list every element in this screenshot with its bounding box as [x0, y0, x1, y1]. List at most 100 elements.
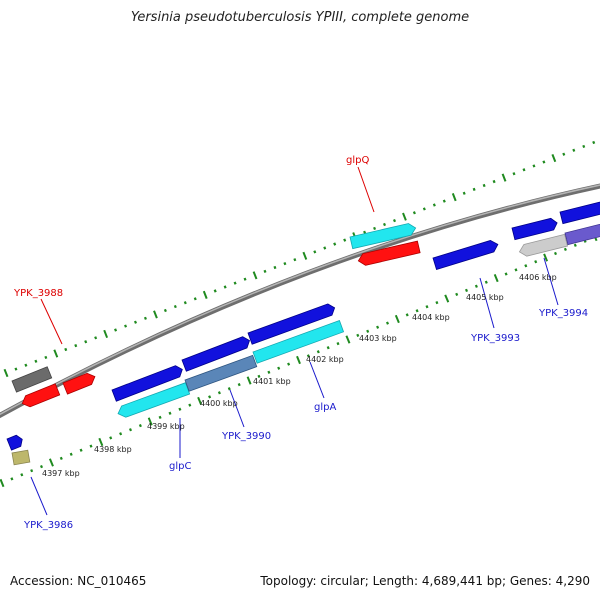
- gene-YPK_3994-grey[interactable]: [518, 233, 568, 257]
- minor-tick: [283, 261, 287, 266]
- minor-tick: [462, 191, 466, 195]
- minor-tick: [74, 344, 78, 348]
- minor-tick: [514, 268, 518, 272]
- minor-tick: [524, 264, 528, 268]
- minor-tick: [277, 366, 281, 370]
- gene-YPK_3988-reverse[interactable]: [20, 383, 61, 409]
- gene-glpA[interactable]: [252, 320, 345, 364]
- minor-tick: [415, 309, 419, 313]
- gene-YPK_3988[interactable]: [62, 371, 97, 395]
- minor-tick: [34, 359, 38, 363]
- kbp-label: 4402 kbp: [306, 355, 344, 364]
- minor-tick: [474, 284, 478, 288]
- minor-tick: [343, 238, 347, 242]
- minor-tick: [188, 403, 192, 407]
- minor-tick: [572, 148, 576, 152]
- minor-tick: [183, 301, 187, 305]
- minor-tick: [573, 243, 577, 247]
- major-tick: [501, 173, 507, 182]
- minor-tick: [392, 218, 397, 223]
- kbp-label: 4405 kbp: [466, 293, 504, 302]
- minor-tick: [24, 363, 28, 367]
- gene-glpC-forward[interactable]: [111, 364, 184, 402]
- minor-tick: [267, 370, 271, 374]
- gene-YPK_3988-grey[interactable]: [11, 366, 53, 393]
- gene-YPK_3994[interactable]: [564, 221, 600, 246]
- major-tick: [3, 368, 9, 378]
- minor-tick: [128, 428, 133, 432]
- minor-tick: [10, 477, 14, 481]
- leader-YPK_3986: [30, 476, 48, 516]
- label-glpA[interactable]: glpA: [314, 402, 336, 413]
- major-tick: [202, 290, 208, 299]
- major-tick: [302, 251, 308, 260]
- major-tick: [252, 271, 258, 280]
- label-leaders: [30, 166, 559, 516]
- label-YPK_3986[interactable]: YPK_3986: [23, 520, 73, 531]
- minor-tick: [504, 272, 508, 276]
- kbp-label: 4400 kbp: [200, 399, 238, 408]
- label-YPK_3994[interactable]: YPK_3994: [538, 308, 588, 319]
- minor-tick: [435, 300, 439, 305]
- minor-tick: [472, 187, 476, 191]
- kbp-label: 4397 kbp: [42, 469, 80, 478]
- gene-YPK_3986[interactable]: [11, 449, 31, 466]
- minor-tick: [109, 436, 113, 440]
- leader-YPK_3988: [40, 298, 63, 345]
- genome-summary: Topology: circular; Length: 4,689,441 bp…: [260, 574, 590, 588]
- minor-tick: [306, 354, 310, 358]
- gene-labels: glpQ YPK_3988 YPK_3986 glpC YPK_3990 glp…: [13, 155, 588, 531]
- gene-YPK_3993[interactable]: [432, 239, 500, 270]
- minor-tick: [20, 473, 24, 477]
- major-tick: [444, 294, 450, 303]
- lower-tick-row: [0, 233, 598, 488]
- gene-glpC[interactable]: [116, 382, 191, 420]
- minor-tick: [178, 407, 182, 411]
- minor-tick: [542, 160, 546, 164]
- leader-glpQ: [357, 166, 375, 213]
- gene-YPK_3986-forward[interactable]: [6, 434, 24, 451]
- major-tick: [147, 417, 153, 426]
- gene-glpA-forward[interactable]: [247, 302, 337, 345]
- label-glpC[interactable]: glpC: [169, 461, 191, 472]
- minor-tick: [217, 391, 221, 395]
- minor-tick: [382, 222, 387, 227]
- leader-YPK_3993: [479, 277, 495, 329]
- minor-tick: [143, 316, 147, 320]
- minor-tick: [333, 242, 337, 246]
- minor-tick: [405, 313, 409, 317]
- minor-tick: [385, 321, 390, 325]
- genome-title: Yersinia pseudotuberculosis YPIII, compl…: [130, 10, 470, 25]
- minor-tick: [563, 247, 567, 252]
- kbp-label: 4403 kbp: [359, 334, 397, 343]
- minor-tick: [124, 324, 128, 328]
- minor-tick: [163, 308, 167, 313]
- gene-glpQ-reverse[interactable]: [357, 240, 421, 267]
- major-tick: [103, 329, 109, 339]
- leader-glpA: [309, 361, 325, 399]
- label-YPK_3988[interactable]: YPK_3988: [13, 288, 63, 299]
- minor-tick: [592, 140, 596, 145]
- minor-tick: [273, 265, 277, 270]
- label-glpQ[interactable]: glpQ: [346, 155, 369, 166]
- major-tick: [394, 314, 400, 324]
- minor-tick: [213, 289, 217, 293]
- minor-tick: [522, 168, 526, 172]
- minor-tick: [553, 251, 558, 256]
- minor-tick: [425, 305, 429, 309]
- gene-YPK_3990[interactable]: [184, 354, 258, 392]
- minor-tick: [492, 179, 496, 184]
- label-YPK_3990[interactable]: YPK_3990: [221, 431, 271, 442]
- gene-glpQ[interactable]: [349, 222, 417, 250]
- minor-tick: [482, 183, 486, 188]
- minor-tick: [227, 387, 231, 391]
- gene-forward-right-1[interactable]: [511, 217, 559, 241]
- accession-label: Accession: NC_010465: [10, 574, 147, 588]
- gene-forward-right-2[interactable]: [559, 199, 600, 225]
- label-YPK_3993[interactable]: YPK_3993: [470, 333, 520, 344]
- minor-tick: [223, 285, 227, 289]
- minor-tick: [432, 203, 436, 207]
- gene-YPK_3990-forward[interactable]: [181, 335, 252, 372]
